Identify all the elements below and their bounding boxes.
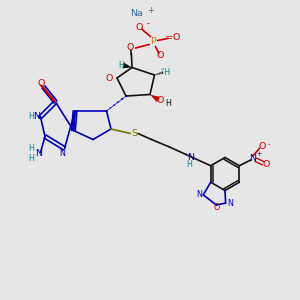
Text: N: N bbox=[227, 199, 233, 208]
Text: O: O bbox=[136, 22, 143, 32]
Text: N: N bbox=[59, 149, 65, 158]
Text: P: P bbox=[150, 38, 156, 46]
Text: +: + bbox=[147, 6, 153, 15]
Text: N: N bbox=[33, 112, 40, 121]
Text: H: H bbox=[28, 144, 34, 153]
Text: S: S bbox=[131, 129, 137, 138]
Text: O: O bbox=[213, 203, 220, 212]
Text: O: O bbox=[157, 96, 164, 105]
Polygon shape bbox=[150, 94, 160, 102]
Text: H: H bbox=[186, 160, 192, 169]
Text: -: - bbox=[147, 20, 150, 28]
Polygon shape bbox=[122, 62, 132, 68]
Text: H: H bbox=[28, 112, 34, 121]
Text: O: O bbox=[262, 160, 270, 169]
Text: H: H bbox=[166, 99, 172, 108]
Text: H: H bbox=[118, 61, 124, 70]
Text: ''H: ''H bbox=[160, 68, 170, 77]
Text: -: - bbox=[267, 141, 270, 147]
Text: O: O bbox=[38, 80, 45, 88]
Text: O: O bbox=[106, 74, 113, 83]
Text: N: N bbox=[35, 149, 43, 158]
Text: Na: Na bbox=[130, 9, 143, 18]
Text: =O: =O bbox=[165, 33, 180, 42]
Text: H: H bbox=[28, 154, 34, 163]
Text: N: N bbox=[187, 153, 194, 162]
Text: O: O bbox=[157, 51, 164, 60]
Text: N: N bbox=[196, 190, 202, 199]
Text: O: O bbox=[127, 44, 134, 52]
Text: +: + bbox=[256, 151, 262, 157]
Text: O: O bbox=[258, 142, 266, 151]
Text: N: N bbox=[249, 154, 256, 163]
